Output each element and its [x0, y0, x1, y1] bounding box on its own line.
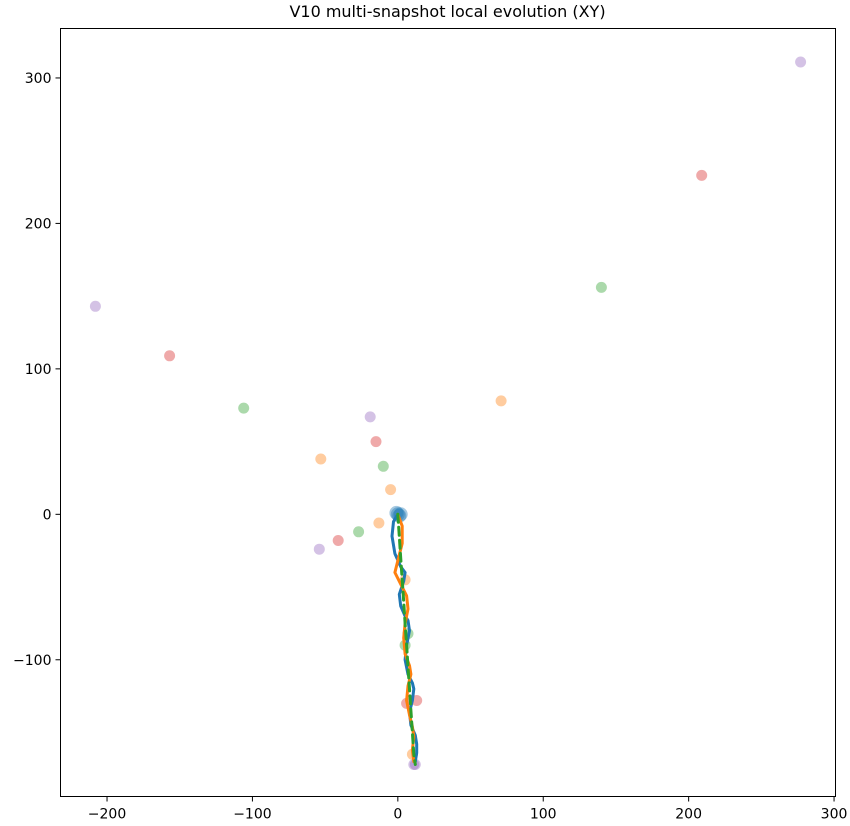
y-tick-label: 100 — [25, 362, 52, 378]
x-tick-label: 100 — [530, 807, 557, 823]
y-tick-label: 200 — [25, 216, 52, 232]
y-axis: −100 0 100 200 300 — [13, 71, 61, 669]
x-tick-label: −200 — [88, 807, 126, 823]
scatter-point — [696, 169, 708, 181]
scatter-point — [313, 543, 325, 555]
y-tick-label: −100 — [13, 653, 51, 669]
scatter-point — [164, 350, 176, 362]
plot-frame — [60, 28, 836, 797]
scatter-point — [332, 535, 344, 546]
scatter-point — [795, 56, 807, 68]
x-tick-label: 300 — [821, 807, 848, 823]
x-tick-label: 200 — [675, 807, 702, 823]
scatter-point — [595, 281, 607, 293]
scatter-point — [364, 411, 376, 423]
chart-title: V10 multi-snapshot local evolution (XY) — [289, 2, 605, 21]
x-axis: −200 −100 0 100 200 300 — [88, 796, 848, 823]
scatter-point — [495, 395, 507, 407]
scatter-point — [385, 484, 397, 496]
scatter-point — [370, 436, 382, 448]
scatter-point — [89, 300, 101, 312]
x-tick-label: 0 — [393, 807, 402, 823]
y-tick-label: 300 — [25, 71, 52, 87]
scatter-point — [315, 453, 327, 465]
y-tick-label: 0 — [43, 507, 52, 523]
trajectory-line — [396, 512, 417, 766]
x-tick-label: −100 — [233, 807, 271, 823]
scatter-point — [353, 526, 365, 538]
scatter-point — [373, 517, 385, 529]
scatter-point — [377, 460, 389, 472]
scatter-point — [238, 402, 250, 414]
